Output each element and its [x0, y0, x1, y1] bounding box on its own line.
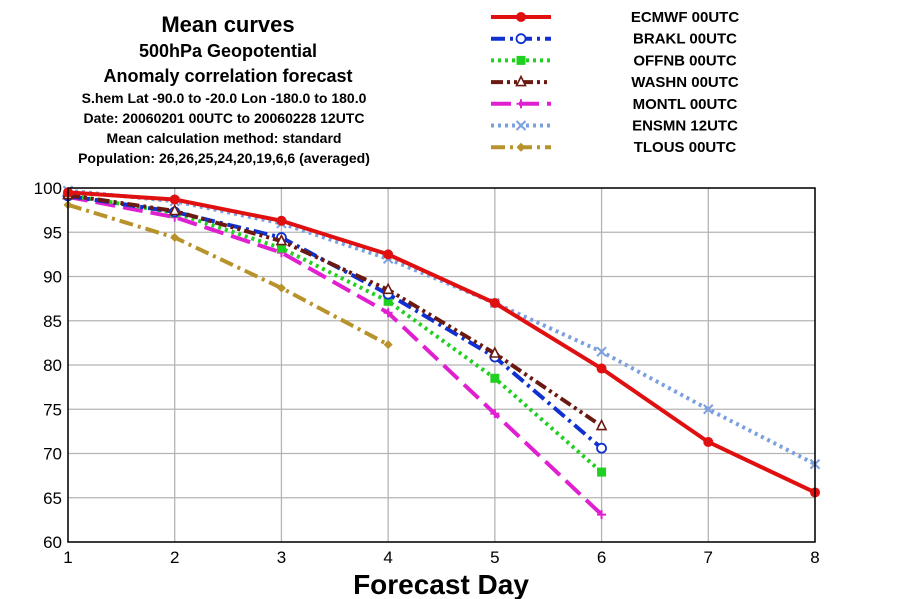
legend-item-montl: MONTL 00UTC: [491, 96, 738, 113]
legend-item-ecmwf: ECMWF 00UTC: [491, 9, 739, 26]
series-tlous: [63, 200, 393, 350]
series-washn: [62, 187, 608, 431]
legend-marker-ecmwf: [516, 12, 526, 22]
series-line-montl: [67, 194, 603, 517]
x-tick-label: 6: [597, 548, 606, 567]
data-point-tlous: [276, 283, 286, 293]
data-point-washn: [382, 282, 394, 295]
x-tick-label: 5: [490, 548, 499, 567]
data-point-washn: [595, 418, 608, 431]
legend-label-brakl: BRAKL 00UTC: [633, 31, 737, 48]
data-point-ecmwf: [703, 436, 714, 447]
chart-legend: ECMWF 00UTC BRAKL 00UTC OFFNB 00UTC WASHN 0…: [491, 9, 739, 156]
legend-item-tlous: TLOUS 00UTC: [491, 139, 736, 156]
data-point-montl: [383, 308, 393, 318]
axis-tick-labels: 1 2 3 4 5 6 7 8 60 65 70 75 80 85 90 95 100: [34, 179, 820, 567]
y-tick-label: 70: [43, 445, 62, 464]
legend-label-montl: MONTL 00UTC: [633, 96, 738, 113]
chart-title: Mean curves: [161, 12, 294, 37]
series-ecmwf: [63, 187, 820, 498]
data-point-ecmwf: [383, 249, 394, 260]
legend-marker-brakl: [515, 33, 527, 45]
legend-label-washn: WASHN 00UTC: [631, 74, 739, 91]
data-point-ecmwf: [596, 363, 607, 374]
data-point-washn: [489, 346, 501, 358]
chart-series-layer: [62, 185, 821, 520]
x-tick-label: 8: [810, 548, 819, 567]
data-point-tlous: [170, 233, 180, 243]
data-point-offnb: [383, 296, 393, 306]
chart-subtitle-variable: 500hPa Geopotential: [139, 41, 317, 61]
data-point-montl: [490, 409, 500, 419]
chart-subtitle-date: Date: 20060201 00UTC to 20060228 12UTC: [84, 110, 365, 126]
legend-marker-washn: [515, 74, 527, 87]
data-point-offnb: [490, 373, 500, 383]
legend-marker-offnb: [516, 55, 526, 65]
chart-header: Mean curves 500hPa Geopotential Anomaly …: [78, 12, 370, 166]
y-tick-label: 75: [43, 400, 62, 419]
x-axis-label: Forecast Day: [353, 569, 529, 599]
series-montl: [63, 192, 607, 520]
series-line-ensmn: [67, 188, 816, 466]
series-line-brakl: [67, 193, 603, 450]
legend-item-ensmn: ENSMN 12UTC: [491, 118, 738, 135]
series-line-ecmwf: [67, 190, 816, 495]
chart-subtitle-method: Mean calculation method: standard: [107, 130, 342, 146]
x-tick-label: 7: [704, 548, 713, 567]
series-line-washn: [67, 193, 603, 428]
x-tick-label: 2: [170, 548, 179, 567]
plot-frame: [67, 187, 816, 543]
series-ensmn: [62, 185, 821, 470]
chart-subtitle-region: S.hem Lat -90.0 to -20.0 Lon -180.0 to 1…: [82, 90, 367, 106]
data-point-offnb: [276, 243, 286, 253]
series-line-tlous: [67, 202, 390, 347]
y-tick-label: 60: [43, 533, 62, 552]
data-point-ecmwf: [169, 194, 180, 205]
x-tick-label: 1: [63, 548, 72, 567]
y-tick-label: 90: [43, 268, 62, 287]
data-point-montl: [597, 510, 607, 520]
legend-marker-ensmn: [515, 120, 527, 131]
data-point-ecmwf: [276, 215, 287, 226]
y-tick-label: 95: [43, 223, 62, 242]
y-tick-label: 100: [34, 179, 62, 198]
y-tick-label: 65: [43, 489, 62, 508]
x-tick-label: 3: [277, 548, 286, 567]
legend-item-offnb: OFFNB 00UTC: [491, 52, 737, 69]
chart-subtitle-metric: Anomaly correlation forecast: [103, 66, 352, 86]
legend-label-ensmn: ENSMN 12UTC: [632, 118, 738, 135]
legend-item-brakl: BRAKL 00UTC: [491, 31, 737, 48]
data-point-offnb: [597, 467, 607, 477]
y-tick-label: 85: [43, 312, 62, 331]
y-tick-label: 80: [43, 356, 62, 375]
legend-label-ecmwf: ECMWF 00UTC: [631, 9, 740, 26]
legend-marker-tlous: [516, 142, 526, 152]
legend-marker-montl: [516, 99, 526, 109]
data-point-ensmn: [596, 346, 607, 357]
legend-item-washn: WASHN 00UTC: [491, 74, 739, 91]
data-point-washn: [168, 203, 181, 216]
data-point-ecmwf: [489, 298, 500, 309]
legend-label-tlous: TLOUS 00UTC: [634, 139, 737, 156]
data-point-brakl: [596, 442, 607, 454]
series-offnb: [63, 190, 607, 477]
data-point-ensmn: [703, 404, 714, 415]
data-point-washn: [275, 233, 288, 246]
chart-subtitle-population: Population: 26,26,25,24,20,19,6,6 (avera…: [78, 150, 370, 166]
legend-label-offnb: OFFNB 00UTC: [633, 52, 737, 69]
series-line-offnb: [67, 193, 603, 474]
data-point-tlous: [383, 340, 393, 350]
x-tick-label: 4: [383, 548, 392, 567]
